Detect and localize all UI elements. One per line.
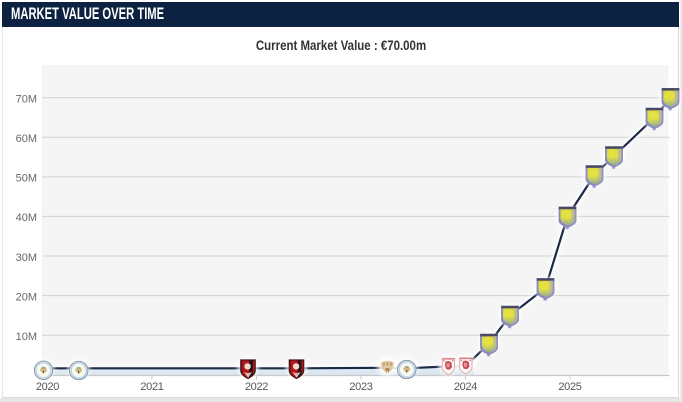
- svg-text:10M: 10M: [16, 331, 37, 343]
- svg-text:2024: 2024: [454, 381, 477, 393]
- svg-text:2021: 2021: [140, 381, 163, 393]
- svg-text:70M: 70M: [16, 94, 37, 106]
- svg-text:2023: 2023: [349, 381, 372, 393]
- svg-text:2022: 2022: [245, 381, 268, 393]
- svg-text:30M: 30M: [16, 252, 37, 264]
- svg-text:2025: 2025: [558, 381, 581, 393]
- svg-text:40M: 40M: [16, 212, 37, 224]
- svg-text:50M: 50M: [16, 173, 37, 185]
- svg-text:2020: 2020: [36, 381, 59, 393]
- svg-text:20M: 20M: [16, 291, 37, 303]
- svg-text:60M: 60M: [16, 133, 37, 145]
